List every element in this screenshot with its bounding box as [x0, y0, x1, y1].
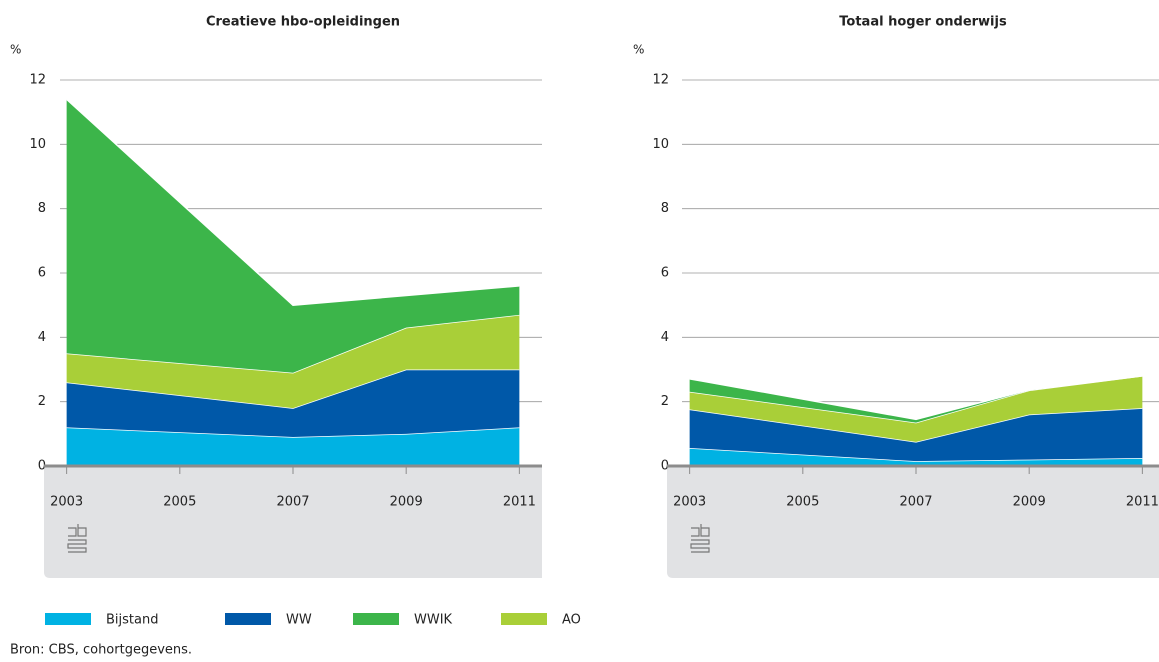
y-tick-label: 8 — [661, 201, 669, 216]
legend-label: AO — [562, 613, 581, 628]
y-tick-label: 10 — [652, 137, 669, 152]
y-tick-label: 4 — [38, 330, 46, 345]
axis-panel — [44, 466, 542, 578]
y-axis-label: % — [10, 43, 21, 57]
y-tick-label: 12 — [29, 73, 46, 88]
x-tick-label: 2005 — [163, 495, 196, 510]
y-tick-label: 12 — [652, 73, 669, 88]
chart-title: Creatieve hbo-opleidingen — [206, 15, 400, 30]
area-edge — [689, 375, 1143, 421]
x-tick-label: 2007 — [276, 495, 309, 510]
source: Bron: CBS, cohortgegevens. — [10, 643, 192, 658]
x-tick-label: 2011 — [503, 495, 536, 510]
area — [689, 375, 1143, 442]
legend-label: Bijstand — [106, 613, 158, 628]
logo — [67, 524, 87, 553]
area — [689, 408, 1143, 462]
legend-swatch — [225, 613, 271, 625]
area — [66, 369, 520, 438]
area — [66, 99, 520, 373]
x-tick-label: 2005 — [786, 495, 819, 510]
y-tick-label: 10 — [29, 137, 46, 152]
legend-label: WW — [286, 613, 312, 628]
y-axis-label: % — [633, 43, 644, 57]
area-edge — [66, 98, 520, 306]
axis-panel — [667, 466, 1159, 578]
legend-swatch — [353, 613, 399, 625]
legend-swatch — [501, 613, 547, 625]
y-tick-label: 8 — [38, 201, 46, 216]
y-tick-label: 0 — [661, 459, 669, 474]
x-tick-label: 2003 — [50, 495, 83, 510]
x-tick-label: 2007 — [899, 495, 932, 510]
legend-label: WWIK — [414, 613, 453, 628]
area — [66, 314, 520, 409]
area — [689, 375, 1143, 423]
area — [66, 427, 520, 466]
x-tick-label: 2003 — [673, 495, 706, 510]
y-tick-label: 0 — [38, 459, 46, 474]
area — [689, 447, 1143, 466]
chart-title: Totaal hoger onderwijs — [839, 15, 1007, 30]
x-tick-label: 2011 — [1126, 495, 1159, 510]
y-tick-label: 6 — [38, 266, 46, 281]
logo — [690, 524, 710, 553]
y-tick-label: 2 — [38, 394, 46, 409]
x-tick-label: 2009 — [1013, 495, 1046, 510]
y-tick-label: 2 — [661, 394, 669, 409]
y-tick-label: 4 — [661, 330, 669, 345]
x-tick-label: 2009 — [390, 495, 423, 510]
y-tick-label: 6 — [661, 266, 669, 281]
legend-swatch — [45, 613, 91, 625]
